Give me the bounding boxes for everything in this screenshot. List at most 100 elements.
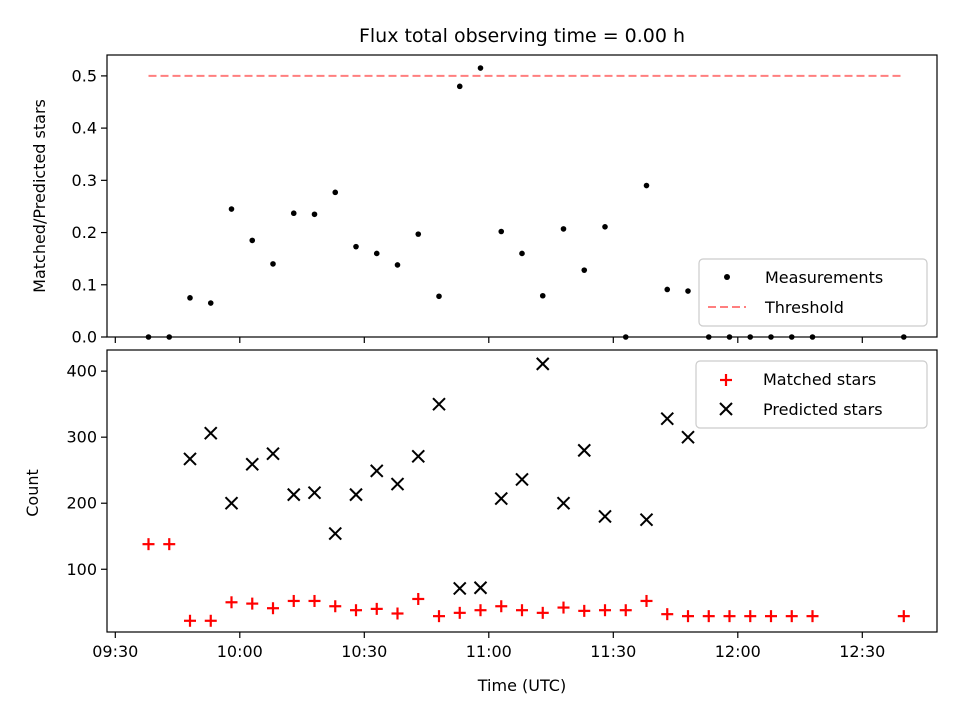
top-y-axis-label: Matched/Predicted stars [30, 99, 49, 293]
matched-stars-point [474, 604, 487, 617]
predicted-stars-point [370, 464, 384, 478]
predicted-stars-point [494, 491, 508, 506]
bottom-x-tick-label: 10:00 [217, 642, 263, 661]
matched-stars-point [702, 610, 715, 623]
top-axes-frame [106, 54, 938, 338]
predicted-stars-point [515, 472, 529, 487]
bottom-y-tick-label: 200 [66, 494, 97, 513]
predicted-stars-point [390, 477, 405, 491]
measurements-point [643, 182, 650, 189]
matched-stars-point [744, 610, 757, 623]
matched-stars-point [204, 614, 217, 627]
matched-stars-point [142, 538, 155, 551]
measurements-point [539, 292, 546, 299]
measurements-point [249, 237, 256, 244]
predicted-stars-point [681, 430, 695, 444]
legend-predicted-label: Predicted stars [763, 400, 883, 419]
matched-stars-point [246, 597, 259, 610]
measurements-point [228, 206, 235, 212]
matched-stars-point [806, 610, 819, 623]
bottom-y-tick-label: 400 [66, 362, 97, 381]
top-y-tick-label: 0.4 [72, 119, 97, 138]
legend-matched-marker [720, 374, 732, 386]
predicted-stars-point [660, 411, 674, 426]
top-panel: Flux total observing time = 0.00 h 0.00.… [30, 25, 938, 347]
matched-stars-point [578, 604, 591, 617]
measurements-point [290, 210, 297, 217]
legend-matched-label: Matched stars [763, 370, 876, 389]
top-y-tick-label: 0.3 [72, 171, 97, 190]
matched-stars-point [661, 608, 674, 621]
matched-stars-point [163, 538, 176, 551]
bottom-x-tick-label: 12:00 [715, 642, 761, 661]
matched-stars-point [640, 594, 653, 607]
predicted-stars-point [328, 526, 342, 541]
bottom-panel: 100 200 300 400 09:30 10:00 10:30 11:00 11:30 12… [23, 349, 938, 695]
bottom-plot-area [142, 357, 910, 627]
measurements-point [456, 83, 463, 90]
measurements-point [415, 231, 422, 237]
top-x-axis [114, 337, 863, 343]
legend-measurements-label: Measurements [765, 268, 883, 287]
matched-stars-point [225, 596, 238, 609]
matched-stars-point [682, 610, 694, 623]
top-legend: Measurements Threshold [698, 258, 928, 327]
measurements-point [581, 267, 588, 273]
matched-stars-point [287, 594, 300, 607]
matched-stars-point [453, 606, 466, 619]
matched-stars-point [897, 610, 910, 623]
matched-stars-point [765, 610, 777, 623]
measurements-point [187, 295, 193, 301]
predicted-stars-point [245, 457, 259, 471]
legend-predicted-marker [719, 402, 733, 416]
legend-measurements-marker [724, 274, 730, 280]
bottom-y-axis: 100 200 300 400 [66, 362, 107, 579]
x-axis-label: Time (UTC) [477, 676, 566, 695]
matched-stars-point [599, 604, 611, 617]
measurements-point [373, 250, 380, 257]
bottom-x-tick-label: 10:30 [341, 642, 387, 661]
predicted-stars-point [266, 446, 280, 461]
top-y-tick-label: 0.0 [72, 328, 97, 347]
matched-stars-point [370, 602, 383, 615]
matched-stars-point [619, 604, 632, 617]
measurements-point [311, 211, 318, 218]
bottom-y-tick-label: 300 [66, 428, 97, 447]
matched-stars-point [391, 607, 404, 620]
predicted-stars-point [411, 449, 425, 464]
matched-stars-point [536, 606, 549, 619]
matched-stars-point [184, 614, 196, 627]
predicted-stars-point [639, 513, 654, 527]
measurements-point [602, 224, 608, 230]
measurements-point [436, 293, 442, 300]
bottom-legend-box [695, 360, 928, 429]
measurements-point [664, 286, 671, 293]
matched-stars-point [350, 604, 362, 617]
matched-stars-point [433, 610, 445, 623]
bottom-legend: Matched stars Predicted stars [695, 360, 928, 429]
top-plot-area [145, 65, 907, 340]
measurements-point [685, 288, 691, 294]
measurements-point [519, 250, 525, 257]
matched-stars-point [516, 604, 528, 617]
predicted-stars-point [473, 581, 488, 595]
measurements-point [332, 189, 339, 196]
predicted-stars-point [577, 443, 591, 458]
matched-stars-point [495, 600, 508, 613]
measurements-point [498, 228, 505, 235]
measurements-point [477, 65, 484, 71]
bottom-x-tick-label: 09:30 [92, 642, 138, 661]
predicted-stars-point [287, 487, 301, 502]
matched-stars-point [267, 602, 279, 615]
predicted-stars-point [349, 487, 363, 502]
bottom-y-axis-label: Count [23, 469, 42, 517]
matched-stars-point [785, 610, 798, 623]
top-y-tick-label: 0.2 [72, 223, 97, 242]
legend-threshold-label: Threshold [764, 298, 844, 317]
top-y-axis: 0.0 0.1 0.2 0.3 0.4 0.5 [72, 66, 107, 347]
predicted-stars-point [453, 581, 467, 596]
bottom-y-tick-label: 100 [66, 560, 97, 579]
top-legend-box [698, 258, 928, 327]
